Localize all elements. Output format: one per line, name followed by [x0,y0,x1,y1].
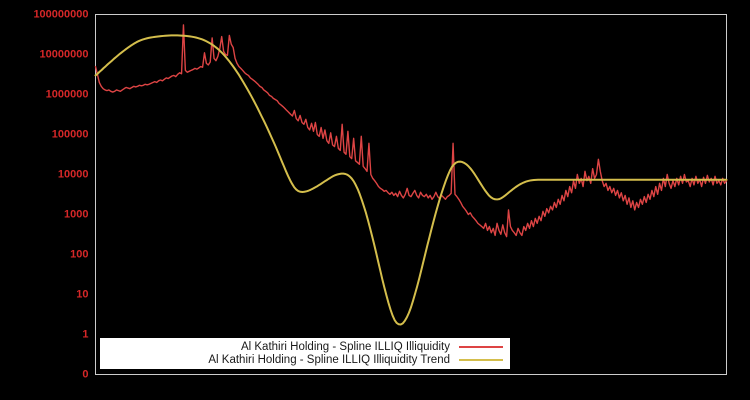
plot-axes-frame [95,14,727,375]
legend-label: Al Kathiri Holding - Spline ILLIQ Illiqu… [208,353,450,366]
legend-color-swatch [459,359,503,361]
y-axis-tick-label: 1000 [64,208,89,220]
y-axis-tick-label: 100000 [51,128,89,140]
legend-color-swatch [459,346,503,348]
y-axis-tick-label: 10000000 [39,48,89,60]
chart-legend[interactable]: Al Kathiri Holding - Spline ILLIQ Illiqu… [100,338,510,369]
series-layer [94,24,728,326]
y-axis-tick-label: 0 [82,368,89,380]
legend-label: Al Kathiri Holding - Spline ILLIQ Illiqu… [240,340,450,353]
y-axis-tick-label: 100000000 [33,8,89,20]
y-axis-tick-label: 1 [82,328,89,340]
legend-item[interactable]: Al Kathiri Holding - Spline ILLIQ Illiqu… [107,354,503,367]
y-axis-tick-label: 10000 [57,168,89,180]
y-axis-tick-label: 100 [70,248,89,260]
legend-item[interactable]: Al Kathiri Holding - Spline ILLIQ Illiqu… [107,341,503,354]
series-line-trend [94,34,728,326]
series-line-illiquidity [94,24,728,238]
y-axis-tick-label: 10 [76,288,89,300]
y-axis-tick-label: 1000000 [45,88,89,100]
